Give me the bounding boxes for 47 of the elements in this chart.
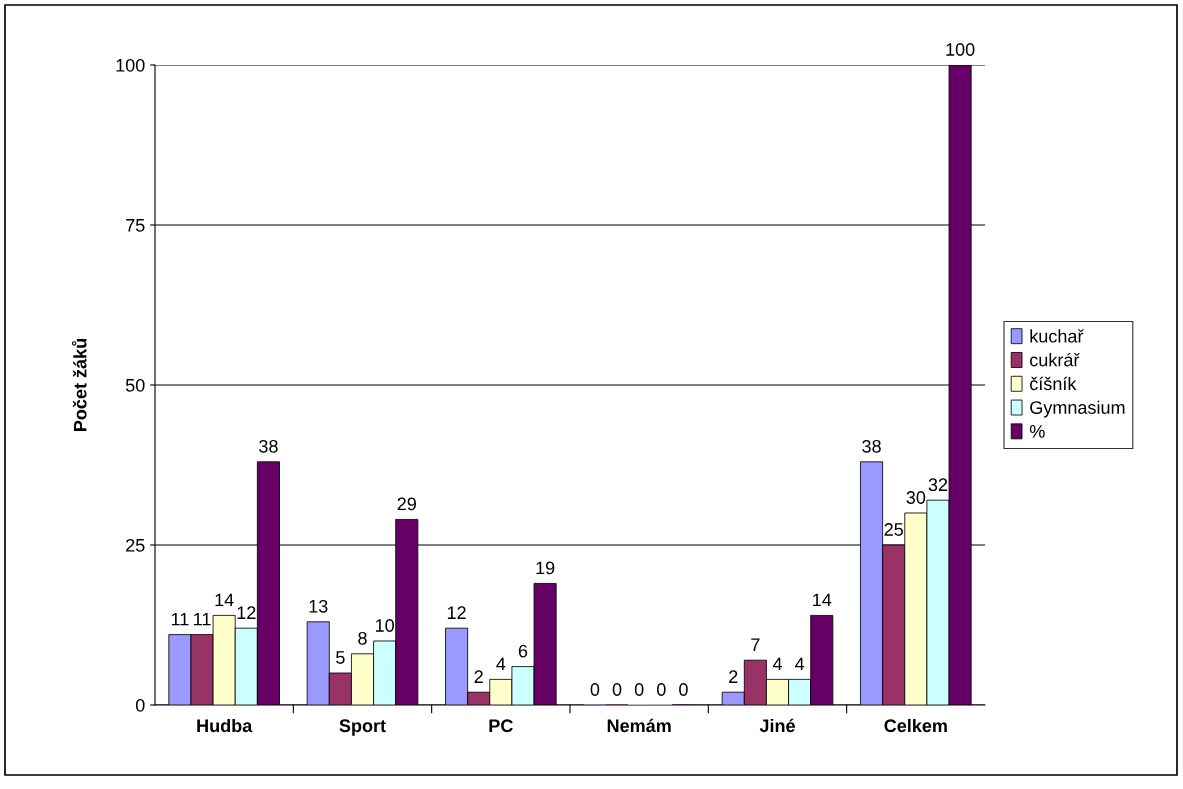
data-label: 13 — [309, 599, 328, 613]
data-label: 29 — [397, 497, 416, 511]
data-label: 12 — [237, 606, 256, 619]
legend-label: % — [1029, 425, 1045, 438]
data-label: 5 — [336, 651, 345, 664]
data-label: 14 — [813, 593, 832, 607]
data-label: 0 — [679, 683, 688, 696]
data-label: 100 — [946, 43, 975, 56]
legend-label: cukrář — [1030, 352, 1080, 367]
data-label: 0 — [656, 683, 666, 696]
data-label: 11 — [194, 612, 211, 626]
data-label: 2 — [729, 670, 738, 683]
x-tick-label: Celkem — [884, 718, 947, 733]
data-label: 2 — [474, 670, 483, 683]
y-tick-label: 25 — [126, 538, 145, 552]
x-tick-label: PC — [489, 719, 513, 733]
data-label: 0 — [590, 683, 600, 696]
data-label: 38 — [259, 439, 278, 453]
data-label: 7 — [751, 638, 760, 651]
data-label: 10 — [375, 619, 394, 632]
data-label: 8 — [358, 631, 367, 645]
data-label: 19 — [536, 561, 555, 575]
data-label: 25 — [884, 523, 903, 536]
data-label: 14 — [215, 593, 234, 607]
data-label: 4 — [496, 657, 506, 671]
x-tick-label: Jiné — [759, 718, 795, 733]
data-label: 0 — [612, 683, 622, 696]
data-label: 4 — [772, 657, 782, 671]
data-label: 0 — [634, 683, 644, 696]
legend-label: kuchař — [1030, 329, 1084, 343]
y-tick-label: 50 — [125, 378, 145, 392]
data-label: 32 — [928, 478, 948, 492]
data-label: 12 — [447, 606, 466, 619]
y-tick-label: 75 — [126, 219, 145, 232]
legend-label: číšník — [1030, 376, 1077, 391]
data-label: 11 — [171, 612, 189, 626]
data-label: 38 — [862, 439, 881, 453]
x-tick-label: Hudba — [197, 718, 253, 733]
data-label: 6 — [518, 644, 528, 658]
x-tick-label: Nemám — [607, 718, 671, 733]
y-tick-label: 0 — [135, 698, 145, 712]
data-label: 4 — [795, 657, 805, 671]
y-tick-label: 100 — [116, 58, 145, 72]
legend-label: Gymnasium — [1030, 400, 1125, 418]
data-label: 30 — [906, 491, 926, 504]
x-tick-label: Sport — [339, 719, 386, 736]
y-axis-title: Počet žáků — [71, 339, 87, 431]
